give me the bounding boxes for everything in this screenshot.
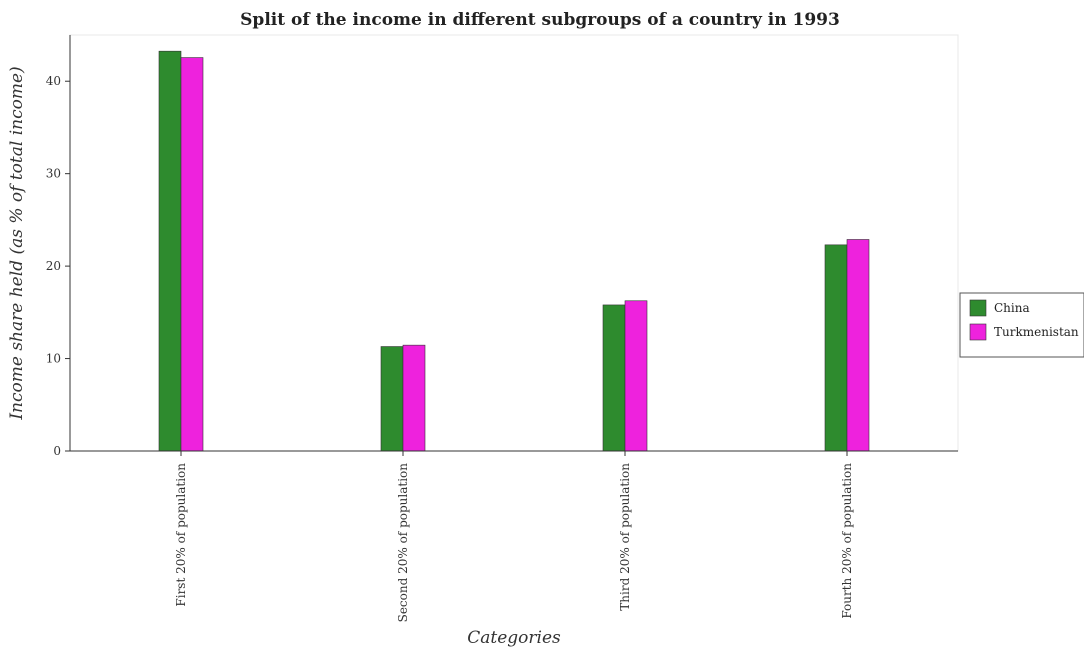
bar-turkmenistan-1 [402,344,426,452]
legend: China Turkmenistan [959,292,1084,358]
y-tick-label: 20 [46,259,61,273]
x-axis-title: Categories [467,628,561,648]
legend-swatch-china [969,299,987,317]
y-ticks: 0 10 20 30 40 [46,74,70,458]
y-axis-title: Income share held (as % of total income) [7,66,27,420]
bar-china-3 [824,244,848,452]
chart-title: Split of the income in different subgrou… [240,10,840,30]
legend-swatch-turkmenistan [969,323,987,341]
bar-turkmenistan-0 [180,57,204,452]
y-tick-label: 10 [46,352,61,366]
bar-turkmenistan-3 [846,239,870,452]
legend-label-turkmenistan: Turkmenistan [994,325,1079,339]
bars-layer [158,50,870,452]
bar-china-0 [158,50,182,452]
bar-china-1 [380,346,404,452]
x-tick-label: Second 20% of population [396,463,410,623]
x-ticks: First 20% of population Second 20% of pop… [174,451,854,622]
x-tick-label: First 20% of population [174,463,188,607]
y-tick-label: 0 [53,444,61,458]
bar-china-2 [602,304,626,452]
x-tick-label: Fourth 20% of population [840,463,854,619]
y-tick-label: 40 [46,74,61,88]
legend-label-china: China [994,301,1030,315]
y-tick-label: 30 [46,167,61,181]
x-tick-label: Third 20% of population [618,463,632,611]
plot-area [69,34,959,452]
bar-turkmenistan-2 [624,300,648,452]
